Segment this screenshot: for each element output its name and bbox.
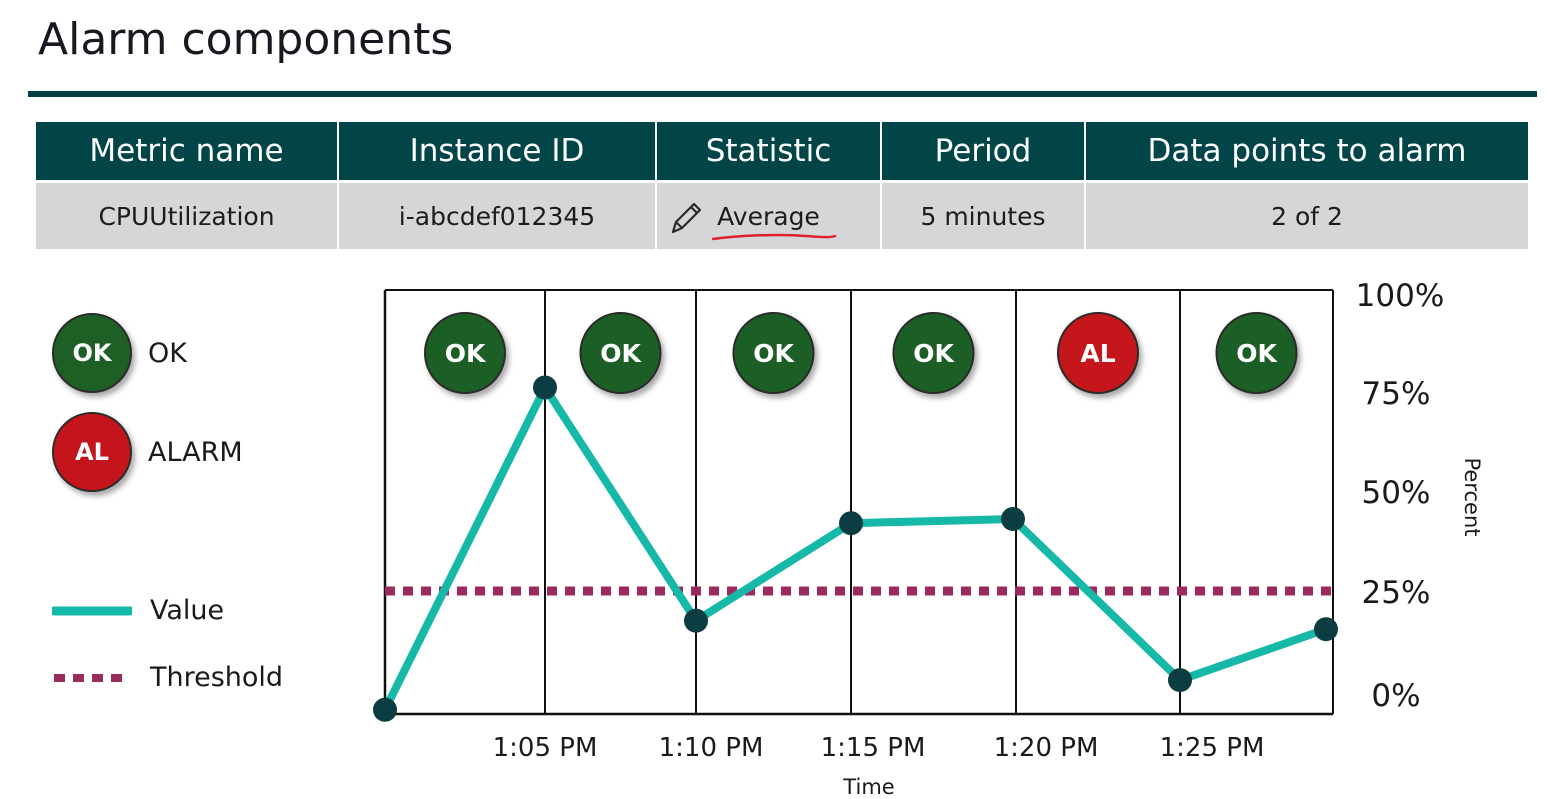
x-tick-label: 1:15 PM [821,733,926,763]
cell-metric-name: CPUUtilization [36,180,339,249]
red-underline-annotation [711,233,837,240]
legend-ok-label: OK [148,337,187,369]
pencil-icon [672,202,702,233]
ok-state-icon [892,312,975,394]
x-tick-label: 1:20 PM [994,733,1099,763]
y-tick-label: 0% [1371,678,1420,714]
title-divider [28,91,1537,97]
ok-state-icon [579,312,662,394]
y-tick-label: 100% [1356,278,1445,314]
value-line-swatch [52,604,132,618]
value-line [381,383,1330,714]
period-state-label: OK [1236,339,1278,368]
x-tick-label: 1:10 PM [659,733,764,763]
ok-state-icon [424,312,506,394]
period-state-label: OK [600,339,642,368]
cell-datapoints: 2 of 2 [1085,180,1528,249]
data-point [373,697,397,722]
data-point [839,511,863,536]
table-row: CPUUtilization i-abcdef012345 Average 5 … [36,180,1528,249]
legend-value-label: Value [150,595,225,626]
data-point [1314,617,1338,642]
legend-threshold: Threshold [52,662,283,693]
y-tick-label: 50% [1362,475,1431,511]
page-title: Alarm components [38,14,454,65]
header-period: Period [881,122,1086,182]
data-point [1168,668,1192,693]
legend-alarm: AL ALARM [52,412,243,492]
threshold-line-swatch [52,671,132,685]
cell-instance-id: i-abcdef012345 [338,180,657,249]
ok-state-icon [732,312,815,394]
header-metric-name: Metric name [36,122,339,182]
header-statistic: Statistic [656,122,882,182]
alarm-parameters-table: Metric name Instance ID Statistic Period… [36,122,1528,249]
y-tick-label: 25% [1362,575,1431,611]
data-point [1001,506,1025,531]
table-header-row: Metric name Instance ID Statistic Period… [36,122,1528,182]
header-datapoints: Data points to alarm [1085,122,1528,182]
ok-state-icon: OK [52,313,132,393]
period-state-label: AL [1080,339,1115,368]
x-tick-label: 1:05 PM [493,733,598,763]
ok-state-icon [1215,312,1298,394]
legend-value: Value [52,595,224,626]
cell-period: 5 minutes [881,180,1086,249]
x-axis-title: Time [842,775,894,799]
y-axis-title: Percent [1460,457,1484,536]
legend-ok: OK OK [52,313,187,393]
legend-alarm-label: ALARM [148,436,243,468]
period-state-label: OK [445,339,487,368]
statistic-value: Average [717,201,820,231]
cell-statistic: Average [656,180,882,249]
x-tick-label: 1:25 PM [1160,733,1265,763]
y-tick-label: 75% [1362,376,1431,412]
data-point [533,375,557,400]
statistic-annotation: Average [672,201,837,240]
alarm-state-icon: AL [52,412,132,492]
legend-threshold-label: Threshold [150,662,284,693]
period-state-label: OK [753,339,795,368]
period-state-label: OK [913,339,955,368]
header-instance-id: Instance ID [338,122,657,182]
alarm-state-icon [1057,312,1139,394]
data-point [684,608,708,633]
